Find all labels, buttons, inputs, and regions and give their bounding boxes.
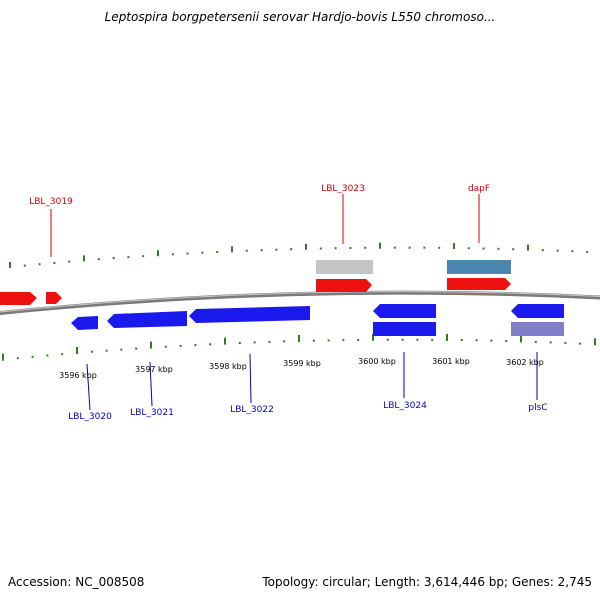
gene-arrow-reverse[interactable] — [71, 316, 98, 330]
gene-label-lbl-3021[interactable]: LBL_3021 — [130, 408, 174, 418]
gene-label-lbl-3020[interactable]: LBL_3020 — [68, 412, 112, 422]
genome-title: Leptospira borgpetersenii serovar Hardjo… — [104, 10, 496, 24]
scale-labels: 3596 kbp 3597 kbp 3598 kbp 3599 kbp 3600… — [59, 357, 544, 380]
gene-box-reverse[interactable] — [373, 322, 436, 336]
tick-row-top — [9, 242, 589, 268]
gene-label-lbl-3019[interactable]: LBL_3019 — [29, 197, 73, 207]
reverse-genes — [71, 304, 564, 336]
gene-arrow-reverse[interactable] — [373, 304, 436, 318]
gene-label-lbl-3023[interactable]: LBL_3023 — [321, 184, 365, 194]
gene-arrow-reverse[interactable] — [511, 304, 564, 318]
scale-label: 3596 kbp — [59, 371, 97, 380]
gene-arrow-forward[interactable] — [447, 278, 511, 290]
gene-arrow-forward[interactable] — [46, 292, 62, 304]
gene-label-lbl-3024[interactable]: LBL_3024 — [383, 401, 427, 411]
gene-label-lbl-3022[interactable]: LBL_3022 — [230, 405, 274, 415]
scale-label: 3600 kbp — [358, 357, 396, 366]
gene-label-plsc[interactable]: plsC — [528, 403, 547, 413]
gene-arrow-forward-steelblue[interactable] — [447, 260, 511, 274]
scale-label: 3602 kbp — [506, 358, 544, 367]
forward-genes — [0, 260, 511, 305]
scale-label: 3598 kbp — [209, 362, 247, 371]
gene-arrow-reverse[interactable] — [107, 311, 187, 328]
tick-row-bottom — [2, 333, 596, 361]
chromosome-backbone-highlight — [0, 291, 600, 313]
gene-label-dapf[interactable]: dapF — [468, 184, 490, 194]
scale-label: 3599 kbp — [283, 359, 321, 368]
gene-arrow-reverse[interactable] — [189, 306, 310, 323]
forward-gene-labels: LBL_3019 LBL_3023 dapF — [29, 184, 490, 257]
genome-summary-text: Topology: circular; Length: 3,614,446 bp… — [262, 575, 592, 589]
gene-arrow-forward-gray[interactable] — [316, 260, 373, 274]
accession-text: Accession: NC_008508 — [8, 575, 145, 589]
gene-box-reverse-purple[interactable] — [511, 322, 564, 336]
chromosome-backbone — [0, 290, 600, 316]
gene-arrow-forward[interactable] — [0, 292, 37, 305]
reverse-gene-labels: LBL_3020 LBL_3021 LBL_3022 LBL_3024 plsC — [68, 352, 548, 422]
gene-arrow-forward[interactable] — [316, 279, 372, 292]
scale-label: 3597 kbp — [135, 365, 173, 374]
scale-label: 3601 kbp — [432, 357, 470, 366]
